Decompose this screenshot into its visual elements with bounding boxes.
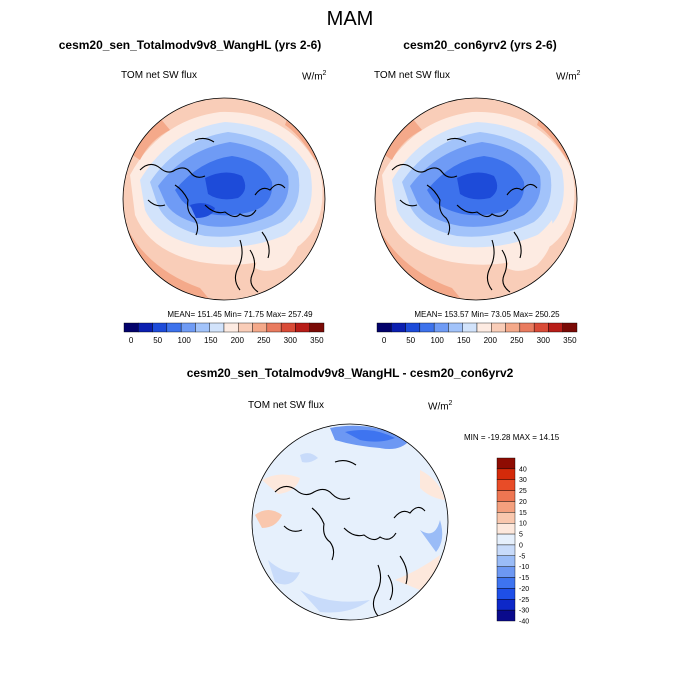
panel3-colorbar-box <box>496 533 516 546</box>
panel2-colorbar-box <box>448 322 463 333</box>
panel1-units: W/m2 <box>302 70 327 83</box>
panel1-colorbar-box <box>123 322 139 333</box>
panel3-colorbar-box <box>496 599 516 611</box>
panel2-colorbar-tick-label: 150 <box>457 336 471 345</box>
panel1-stats-text: MEAN= 151.45 Min= 71.75 Max= 257.49 <box>167 310 313 319</box>
panel2-colorbar-tick-label: 200 <box>484 336 498 345</box>
panel3-units: W/m2 <box>428 400 453 413</box>
panel1-colorbar-box <box>280 322 296 333</box>
panel3-colorbar-box <box>496 490 516 502</box>
panel1-colorbar-box <box>166 322 182 333</box>
panel3-colorbar-box <box>496 468 516 480</box>
panel3-colorbar-tick-label: 15 <box>519 510 527 517</box>
panel2-units: W/m2 <box>556 70 581 83</box>
panel2-colorbar-box <box>433 322 449 333</box>
panel3-colorbar-tick-label: -5 <box>519 553 525 560</box>
panel3-colorbar-box <box>496 479 516 491</box>
panel3-colorbar-tick-label: 10 <box>519 521 527 528</box>
panel1-colorbar-box <box>180 322 196 333</box>
panel2-colorbar: 0 50 100 150 200 250 300 350 <box>376 322 578 345</box>
panel3-colorbar-box <box>496 457 516 470</box>
panel3-colorbar-tick-label: 5 <box>519 532 523 539</box>
panel2-colorbar-box <box>391 322 406 333</box>
panel2-colorbar-tick-label: 300 <box>537 336 551 345</box>
panel1-colorbar-tick-label: 200 <box>231 336 245 345</box>
panel2-colorbar-tick-label: 50 <box>406 336 415 345</box>
panel2-colorbar-tick-label: 100 <box>431 336 445 345</box>
panel1-colorbar-box <box>195 322 210 333</box>
panel3-colorbar-box <box>496 544 516 557</box>
panel3-colorbar-tick-label: -30 <box>519 608 529 615</box>
panel3-colorbar-tick-label: 40 <box>519 466 527 473</box>
panel3-colorbar-tick-label: -15 <box>519 575 529 582</box>
panel1-colorbar: 0 50 100 150 200 250 300 350 <box>123 322 325 345</box>
panel1-title: cesm20_sen_Totalmodv9v8_WangHL (yrs 2-6) <box>58 38 322 52</box>
panel2-colorbar-box <box>405 322 421 333</box>
panel2-colorbar-box <box>505 322 521 333</box>
panel1-colorbar-box <box>266 322 282 333</box>
panel3-colorbar-tick-label: 25 <box>519 488 527 495</box>
panel3-colorbar-box <box>496 523 516 535</box>
panel1-polar-map <box>122 97 326 301</box>
panel3-min-max-text: MIN = -19.28 MAX = 14.15 <box>464 433 560 442</box>
panel2-colorbar-box <box>562 322 578 333</box>
panel2-variable-label: TOM net SW flux <box>374 70 450 81</box>
panel1-colorbar-box <box>238 322 253 333</box>
panel1-colorbar-box <box>252 322 268 333</box>
panel3-colorbar-tick-label: -10 <box>519 564 529 571</box>
panel1-colorbar-tick-label: 50 <box>153 336 162 345</box>
panel3-colorbar-tick-label: -40 <box>519 619 529 626</box>
panel3-colorbar-tick-label: -25 <box>519 597 529 604</box>
panel2-colorbar-box <box>419 322 435 333</box>
panel1-colorbar-tick-label: 150 <box>204 336 218 345</box>
panel3-colorbar-tick-label: 0 <box>519 542 523 549</box>
panel2-colorbar-box <box>476 322 492 333</box>
panel3-title: cesm20_sen_Totalmodv9v8_WangHL - cesm20_… <box>186 366 514 380</box>
panel1-colorbar-box <box>309 322 325 333</box>
panel3-colorbar-box <box>496 555 516 567</box>
panel1-colorbar-tick-label: 250 <box>257 336 271 345</box>
panel3-colorbar-box <box>496 566 516 578</box>
panel3-polar-map <box>251 423 449 621</box>
panel3-colorbar-box <box>496 609 516 622</box>
panel3-colorbar-box <box>496 512 516 524</box>
panel1-colorbar-tick-label: 300 <box>284 336 298 345</box>
panel3-colorbar-box <box>496 501 516 513</box>
panel1-colorbar-box <box>138 322 153 333</box>
panel3-colorbar-box <box>496 588 516 600</box>
panel2-colorbar-box <box>519 322 535 333</box>
panel1-colorbar-box <box>295 322 310 333</box>
panel2-colorbar-box <box>548 322 563 333</box>
panel1-variable-label: TOM net SW flux <box>121 70 197 81</box>
panel3-colorbar-box <box>496 577 516 589</box>
panel1-colorbar-box <box>152 322 168 333</box>
panel2-title: cesm20_con6yrv2 (yrs 2-6) <box>403 38 557 52</box>
panel2-stats-text: MEAN= 153.57 Min= 73.05 Max= 250.25 <box>414 310 560 319</box>
panel3-colorbar: 40 30 25 20 15 10 5 0 -5 -10 -15 -20 -25 -30 -40 <box>496 457 529 626</box>
panel1-colorbar-tick-label: 100 <box>178 336 192 345</box>
panel1-colorbar-box <box>223 322 239 333</box>
panel2-colorbar-box <box>462 322 478 333</box>
panel2-colorbar-box <box>533 322 549 333</box>
panel2-colorbar-box <box>491 322 506 333</box>
panel2-colorbar-tick-label: 0 <box>382 336 387 345</box>
panel3-colorbar-tick-label: 30 <box>519 477 527 484</box>
page-title: MAM <box>326 8 374 30</box>
panel3-colorbar-tick-label: -20 <box>519 586 529 593</box>
panel2-colorbar-tick-label: 350 <box>563 336 577 345</box>
panel3-variable-label: TOM net SW flux <box>248 400 324 411</box>
panel2-colorbar-tick-label: 250 <box>510 336 524 345</box>
panel2-colorbar-box <box>376 322 392 333</box>
panel1-colorbar-tick-label: 350 <box>310 336 324 345</box>
panel3-colorbar-tick-label: 20 <box>519 499 527 506</box>
panel1-colorbar-tick-label: 0 <box>129 336 134 345</box>
panel1-colorbar-box <box>209 322 225 333</box>
panel2-polar-map <box>374 97 578 301</box>
